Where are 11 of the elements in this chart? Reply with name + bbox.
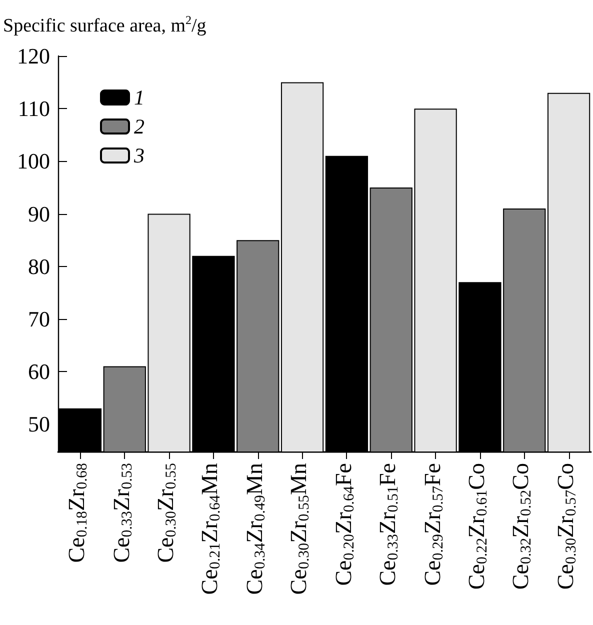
y-tick-label: 120 (17, 44, 50, 68)
y-tick-label: 70 (28, 306, 50, 332)
legend-label: 3 (133, 144, 144, 168)
y-tick-label: 60 (28, 359, 50, 384)
y-tick-label: 80 (28, 254, 50, 279)
y-tick-label: 110 (18, 96, 50, 122)
legend-label: 2 (134, 114, 145, 138)
y-tick-label: 90 (28, 201, 50, 226)
legend-label: 1 (134, 86, 144, 110)
y-tick-label: 50 (28, 412, 50, 437)
y-tick-label: 100 (17, 148, 50, 174)
